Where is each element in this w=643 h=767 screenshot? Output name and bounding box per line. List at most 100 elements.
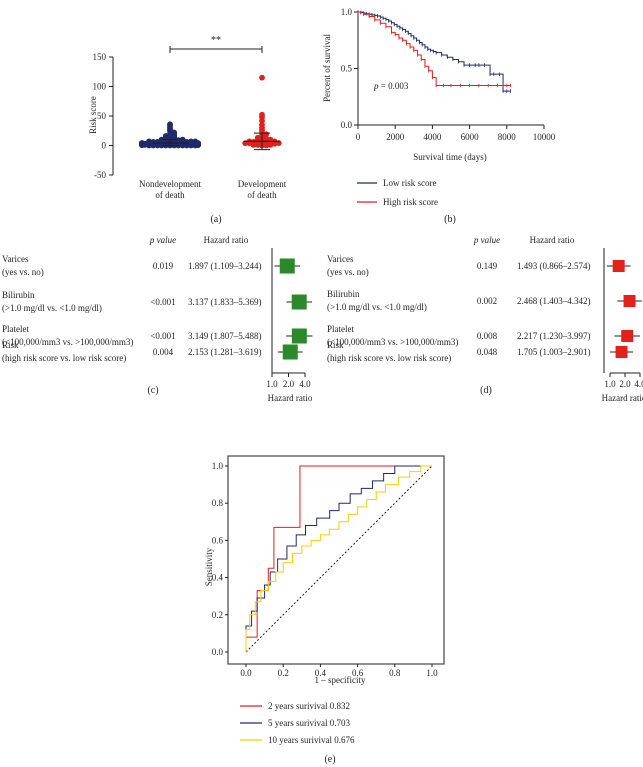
forest-row-label-3-2: Platelet <box>327 324 354 334</box>
a-point-0-46 <box>139 140 145 147</box>
a-ytick-label-1: 0 <box>102 141 107 151</box>
e-xtick-label-2: 0.4 <box>315 668 327 678</box>
panel-b-survival-curve: Percent of survival Survival time (days)… <box>322 7 556 225</box>
forest-xtick-label-3-2: 4.0 <box>634 379 643 389</box>
panel-d-axes: 1.02.04.0 <box>603 248 643 389</box>
forest-box-3-3 <box>615 346 628 358</box>
a-category-label-0-0: Nondevelopment <box>139 179 201 189</box>
forest-xtick-label-2-1: 2.0 <box>283 379 295 389</box>
forest-row-hr-2-3: 2.153 (1.281–3.619) <box>188 347 262 357</box>
e-ytick-label-1: 0.2 <box>212 610 223 620</box>
a-category-label-1-1: of death <box>247 190 277 200</box>
a-ytick-label-0: -50 <box>94 170 106 180</box>
forest-box-2-3 <box>282 344 298 360</box>
panel-e-ylabel: Sensitivity <box>204 547 214 586</box>
legend-high-risk-label: High risk score <box>383 197 438 207</box>
a-point-0-57 <box>188 138 194 145</box>
forest-row-label-2-1: Bilirubin <box>2 290 35 300</box>
panel-e-roc-curve: Sensitivity 1 – specificity 0.0 0.2 0.4 0.6… <box>204 455 445 765</box>
panel-b-pvalue-italic: p <box>373 81 379 91</box>
forest-row-hr-3-1: 2.468 (1.403–4.342) <box>517 296 591 306</box>
panel-e-xlabel: 1 – specificity <box>315 675 366 685</box>
panel-d-header-p: p value <box>473 235 500 245</box>
forest-row-label-3-3: Risk <box>327 340 344 350</box>
panel-a-caption: (a) <box>210 214 221 225</box>
forest-box-3-0 <box>612 260 625 272</box>
b-xtick-label-5: 10000 <box>533 132 556 142</box>
a-point-0-80 <box>167 121 173 128</box>
e-xtick-label-1: 0.2 <box>278 668 289 678</box>
e-xtick-label-5: 1.0 <box>426 668 438 678</box>
panel-d-caption: (d) <box>480 385 492 396</box>
panel-e-lines <box>245 465 432 652</box>
panel-b-caption: (b) <box>444 214 456 225</box>
a-ytick-label-4: 150 <box>93 52 107 62</box>
legend-2yr-label: 2 years surivival 0.832 <box>268 701 350 711</box>
panel-c-header-p: p value <box>149 235 176 245</box>
e-ytick-label-0: 0.0 <box>212 647 224 657</box>
forest-row-label-3-0: Varices <box>327 254 354 264</box>
forest-box-3-1 <box>623 295 636 307</box>
b-series-line-1 <box>358 11 511 86</box>
forest-row-label-2-3: Risk <box>2 340 19 350</box>
panel-b-legend: Low risk score High risk score <box>357 178 438 207</box>
b-series-line-0 <box>358 11 511 92</box>
b-ytick-label-0: 0.0 <box>341 120 353 130</box>
b-xtick-label-2: 4000 <box>423 132 442 142</box>
panel-c-caption: (c) <box>147 385 158 396</box>
panel-b-pvalue-rest: = 0.003 <box>379 81 409 91</box>
forest-row-p-3-2: 0.008 <box>477 331 498 341</box>
a-category-label-0-1: of death <box>155 190 185 200</box>
panel-e-caption: (e) <box>324 754 335 765</box>
forest-row-hr-3-3: 1.705 (1.003–2.901) <box>517 347 591 357</box>
panel-c-forest-plot: p value Hazard ratio Varices (yes vs. no)… <box>2 235 313 403</box>
forest-row-sublabel-2-0: (yes vs. no) <box>2 267 44 277</box>
forest-xtick-label-3-0: 1.0 <box>604 379 616 389</box>
forest-box-3-2 <box>621 330 634 342</box>
a-point-1-37 <box>259 111 265 118</box>
a-ytick-label-2: 50 <box>97 111 107 121</box>
e-frame <box>227 455 445 665</box>
forest-row-p-3-1: 0.002 <box>477 296 497 306</box>
e-xtick-label-4: 0.8 <box>389 668 401 678</box>
e-series-line-2 <box>245 465 432 652</box>
panel-d-header-hr: Hazard ratio <box>530 235 575 245</box>
forest-row-label-2-0: Varices <box>2 254 29 264</box>
panel-c-header-hr: Hazard ratio <box>204 235 249 245</box>
forest-row-p-3-0: 0.149 <box>477 261 498 271</box>
panel-e-legend: 2 years surivival 0.832 5 years suriviva… <box>240 701 355 745</box>
e-ytick-label-4: 0.8 <box>212 498 224 508</box>
panel-b-pvalue: p = 0.003 <box>373 81 409 91</box>
legend-low-risk-label: Low risk score <box>383 178 437 188</box>
panel-b-xlabel: Survival time (days) <box>413 152 487 162</box>
b-ytick-label-2: 1.0 <box>341 7 353 17</box>
forest-row-sublabel-3-3: (high risk score vs. low risk score) <box>327 353 451 363</box>
legend-10yr-label: 10 years surivival 0.676 <box>268 735 355 745</box>
forest-row-hr-3-2: 2.217 (1.230–3.997) <box>517 331 591 341</box>
forest-box-2-1 <box>291 294 307 310</box>
panel-a-scatter-plot: Risk score -50050100150Nondevelopmentof … <box>88 35 287 225</box>
e-ytick-label-5: 1.0 <box>212 461 224 471</box>
b-xtick-label-1: 2000 <box>386 132 405 142</box>
e-ytick-label-2: 0.4 <box>212 573 224 583</box>
forest-row-sublabel-2-1: (>1.0 mg/dl vs. <1.0 mg/dl) <box>2 303 102 313</box>
forest-row-label-2-2: Platelet <box>2 324 29 334</box>
forest-row-sublabel-3-2: (<100,000/mm3 vs. >100,000/mm3) <box>327 337 458 347</box>
forest-row-hr-2-1: 3.137 (1.833–5.369) <box>188 297 262 307</box>
panel-a-points <box>139 74 282 151</box>
panel-d-forest-plot: p value Hazard ratio Varices (yes vs. no)… <box>327 235 643 403</box>
forest-row-sublabel-2-2: (<100,000/mm3 vs. >100,000/mm3) <box>2 337 133 347</box>
forest-row-label-3-1: Bilirubin <box>327 289 360 299</box>
forest-row-p-2-0: 0.019 <box>153 261 174 271</box>
forest-row-hr-2-0: 1.897 (1.109–3.244) <box>188 261 262 271</box>
forest-row-p-2-2: <0.001 <box>150 331 175 341</box>
panel-a-ylabel: Risk score <box>88 96 98 134</box>
forest-row-p-2-3: 0.004 <box>153 347 174 357</box>
legend-5yr-label: 5 years surivival 0.703 <box>268 718 350 728</box>
b-xtick-label-3: 6000 <box>461 132 480 142</box>
forest-row-sublabel-2-3: (high risk score vs. low risk score) <box>2 353 126 363</box>
panel-d-xlabel: Hazard ratio <box>602 393 643 403</box>
forest-row-hr-3-0: 1.493 (0.866–2.574) <box>517 261 591 271</box>
